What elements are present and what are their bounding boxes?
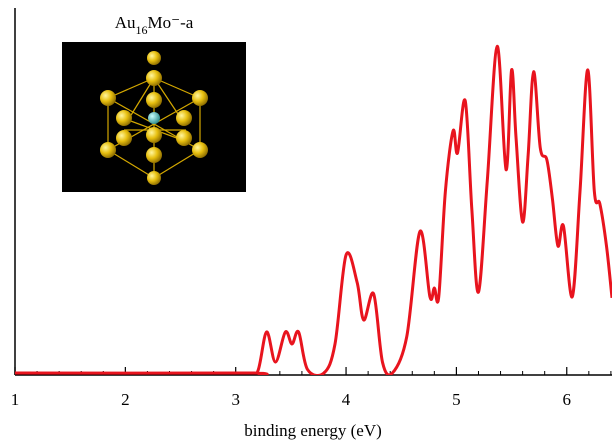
inset-label: Au16Mo⁻-a <box>115 13 194 37</box>
label-base: Au <box>115 13 136 32</box>
x-tick-label: 4 <box>342 390 351 409</box>
x-axis-label: binding energy (eV) <box>244 421 382 440</box>
x-tick-label: 5 <box>452 390 461 409</box>
label-rest: Mo⁻-a <box>147 13 193 32</box>
x-tick-label: 2 <box>121 390 130 409</box>
chart: Au16Mo⁻-a binding energy (eV) 1 2 3 4 5 6 <box>0 0 612 444</box>
x-tick-label: 3 <box>231 390 240 409</box>
inset: Au16Mo⁻-a <box>62 13 246 192</box>
x-tick-label: 1 <box>11 390 20 409</box>
x-tick-label: 6 <box>563 390 572 409</box>
label-subscript: 16 <box>135 23 147 37</box>
